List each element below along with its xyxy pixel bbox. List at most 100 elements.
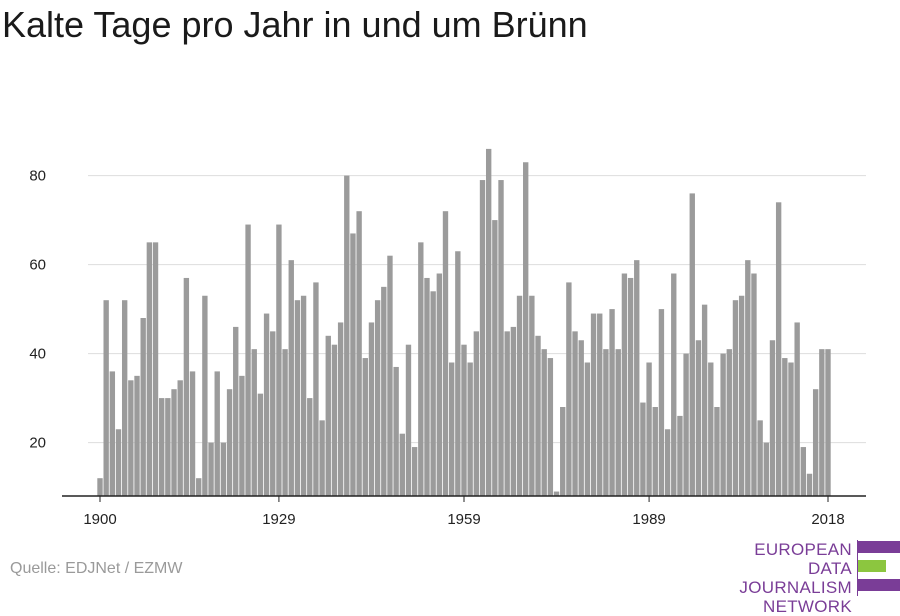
bar xyxy=(671,273,677,496)
bar xyxy=(362,358,368,496)
bar xyxy=(603,349,609,496)
bar xyxy=(751,273,757,496)
bar xyxy=(424,277,430,496)
bar xyxy=(239,375,245,496)
bar xyxy=(214,371,220,496)
bar xyxy=(257,393,264,496)
bar xyxy=(331,344,338,496)
x-tick-label: 2018 xyxy=(811,511,844,528)
bar xyxy=(208,442,214,496)
bar xyxy=(504,331,510,496)
bar xyxy=(609,309,615,496)
logo-text: EUROPEAN DATA JOURNALISM NETWORK xyxy=(700,540,852,616)
bar xyxy=(498,180,504,497)
bar xyxy=(819,349,825,496)
bar xyxy=(689,193,695,496)
bar xyxy=(615,349,621,496)
x-tick-label: 1900 xyxy=(83,511,116,528)
y-tick-label: 40 xyxy=(29,346,46,363)
bar xyxy=(806,473,813,496)
bar xyxy=(344,175,350,496)
chart-title: Kalte Tage pro Jahr in und um Brünn xyxy=(2,4,588,45)
bar xyxy=(529,295,535,496)
bar xyxy=(270,331,276,496)
bar xyxy=(597,313,603,496)
y-tick-label: 20 xyxy=(29,435,46,452)
y-tick-labels: 20 40 60 80 xyxy=(29,168,46,452)
bar xyxy=(510,326,517,496)
bar xyxy=(189,371,196,496)
bar xyxy=(233,326,239,496)
bar xyxy=(288,260,294,496)
bar xyxy=(523,162,529,496)
bar xyxy=(652,407,658,496)
bar xyxy=(337,322,344,496)
bar xyxy=(812,389,819,496)
edjnet-logo: EUROPEAN DATA JOURNALISM NETWORK xyxy=(700,540,900,616)
bar xyxy=(140,318,146,496)
bar xyxy=(634,260,640,496)
bar xyxy=(566,282,572,496)
y-tick-label: 60 xyxy=(29,257,46,274)
bar xyxy=(825,349,831,496)
bar xyxy=(782,358,788,496)
bar xyxy=(683,353,689,496)
bar xyxy=(374,300,381,496)
bar xyxy=(196,478,202,496)
bar xyxy=(251,349,257,496)
bar xyxy=(479,180,486,497)
source-note: Quelle: EDJNet / EZMW xyxy=(10,560,183,577)
bar xyxy=(553,491,560,496)
bar xyxy=(646,362,652,496)
bar xyxy=(461,344,467,496)
x-axis: 1900 1929 1959 1989 2018 xyxy=(62,495,866,528)
bar xyxy=(769,340,776,496)
logo-bar-purple-bottom xyxy=(858,579,900,591)
bar xyxy=(664,429,671,496)
bar xyxy=(621,273,628,496)
bar xyxy=(177,380,183,496)
bar xyxy=(541,349,547,496)
bar xyxy=(430,291,436,496)
bar xyxy=(387,255,393,496)
bar xyxy=(171,389,177,496)
bar xyxy=(547,358,554,496)
logo-line-1: EUROPEAN xyxy=(754,540,852,559)
bar xyxy=(368,322,375,496)
bar xyxy=(492,220,498,496)
bar xyxy=(393,366,399,496)
bar xyxy=(584,362,591,496)
bar xyxy=(307,398,313,496)
x-tick-label: 1929 xyxy=(262,511,295,528)
bar xyxy=(455,251,461,496)
x-tick-label: 1989 xyxy=(632,511,665,528)
bar xyxy=(294,300,301,496)
logo-bar-green xyxy=(858,560,886,572)
bar xyxy=(103,300,109,496)
x-tick-label: 1959 xyxy=(447,511,480,528)
bar xyxy=(115,429,122,496)
bar xyxy=(732,300,739,496)
bar xyxy=(516,295,523,496)
bar xyxy=(794,322,800,496)
bar xyxy=(134,375,140,496)
bar xyxy=(448,362,455,496)
bar xyxy=(535,335,541,496)
bar xyxy=(282,349,288,496)
y-tick-label: 80 xyxy=(29,168,46,185)
bar xyxy=(245,224,251,497)
bar xyxy=(263,313,270,496)
bar xyxy=(159,398,165,496)
bar xyxy=(720,353,726,496)
bars xyxy=(97,148,831,497)
bar xyxy=(763,442,769,496)
bar xyxy=(578,340,584,496)
logo-divider xyxy=(857,540,858,596)
bar xyxy=(356,211,362,496)
bar xyxy=(714,407,720,496)
bar xyxy=(418,242,424,496)
bar xyxy=(183,277,190,496)
bar xyxy=(473,331,480,496)
bar xyxy=(399,433,405,496)
bar xyxy=(97,478,103,496)
